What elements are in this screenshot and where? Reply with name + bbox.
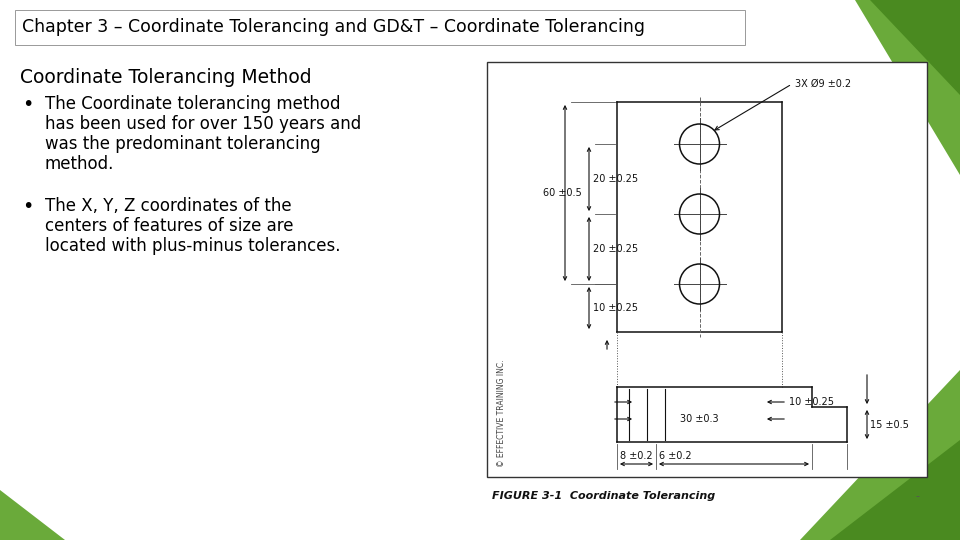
Text: Chapter 3 – Coordinate Tolerancing and GD&T – Coordinate Tolerancing: Chapter 3 – Coordinate Tolerancing and G… [22,18,645,36]
Text: 10 ±0.25: 10 ±0.25 [789,397,834,407]
Text: has been used for over 150 years and: has been used for over 150 years and [45,115,361,133]
Text: 3X Ø9 ±0.2: 3X Ø9 ±0.2 [795,79,852,89]
Text: 30 ±0.3: 30 ±0.3 [680,414,718,424]
Polygon shape [680,370,960,540]
Text: 10 ±0.25: 10 ±0.25 [593,303,638,313]
Text: 15 ±0.5: 15 ±0.5 [870,420,909,429]
Text: •: • [22,95,34,114]
Text: -: - [915,491,919,501]
Bar [15,10,745,45]
Text: 6 ±0.2: 6 ±0.2 [659,451,691,461]
Bar [487,62,927,477]
Text: FIGURE 3-1  Coordinate Tolerancing: FIGURE 3-1 Coordinate Tolerancing [492,491,715,501]
Text: 8 ±0.2: 8 ±0.2 [620,451,653,461]
Text: 20 ±0.25: 20 ±0.25 [593,244,638,254]
Text: The Coordinate tolerancing method: The Coordinate tolerancing method [45,95,341,113]
Text: centers of features of size are: centers of features of size are [45,217,294,235]
Text: was the predominant tolerancing: was the predominant tolerancing [45,135,321,153]
Text: 20 ±0.25: 20 ±0.25 [593,174,638,184]
Text: located with plus-minus tolerances.: located with plus-minus tolerances. [45,237,341,255]
Text: •: • [22,197,34,216]
Polygon shape [870,0,960,95]
Text: Coordinate Tolerancing Method: Coordinate Tolerancing Method [20,68,312,87]
Polygon shape [755,0,960,175]
Polygon shape [0,490,65,540]
Text: © EFFECTIVE TRAINING INC.: © EFFECTIVE TRAINING INC. [497,360,506,467]
Text: 60 ±0.5: 60 ±0.5 [543,188,582,198]
Polygon shape [830,440,960,540]
Text: The X, Y, Z coordinates of the: The X, Y, Z coordinates of the [45,197,292,215]
Text: method.: method. [45,155,114,173]
